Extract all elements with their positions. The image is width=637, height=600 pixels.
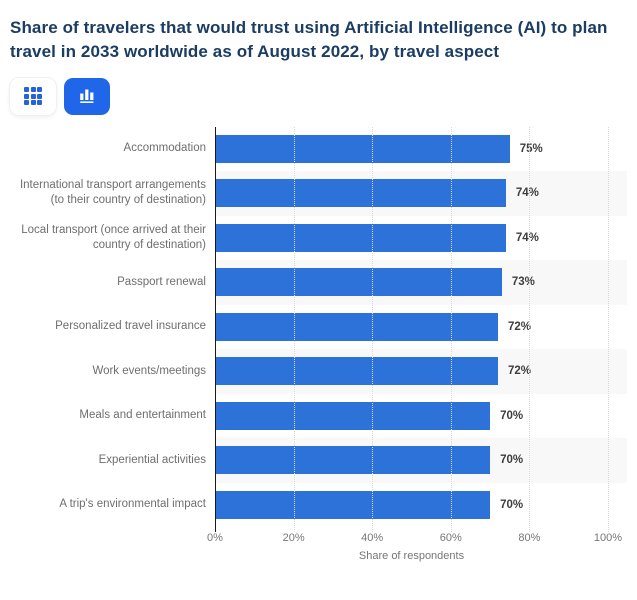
category-label: Work events/meetings bbox=[92, 364, 206, 377]
category-label: Experiential activities bbox=[98, 453, 206, 466]
x-tick-label: 60% bbox=[439, 532, 462, 545]
x-tick-label: 80% bbox=[518, 532, 541, 545]
category-label: Meals and entertainment bbox=[79, 409, 206, 422]
chart-title: Share of travelers that would trust usin… bbox=[10, 18, 608, 61]
bar[interactable] bbox=[215, 446, 491, 475]
row-plot: 73% bbox=[215, 260, 627, 305]
value-label: 75% bbox=[519, 142, 543, 155]
chart-row: Work events/meetings 72% bbox=[10, 349, 627, 394]
value-label: 74% bbox=[515, 187, 539, 200]
bar[interactable] bbox=[215, 357, 498, 386]
value-label: 72% bbox=[507, 365, 531, 378]
grid-icon bbox=[24, 87, 42, 106]
category-label: Local transport (once arrived at their c… bbox=[21, 223, 206, 251]
value-label: 72% bbox=[507, 320, 531, 333]
row-plot: 75% bbox=[215, 127, 627, 172]
bar-chart-icon bbox=[80, 89, 94, 104]
view-toolbar bbox=[10, 77, 637, 115]
x-tick-label: 0% bbox=[207, 532, 223, 545]
row-plot: 70% bbox=[215, 394, 627, 439]
chart-rows: Accommodation 75% International transport … bbox=[10, 126, 627, 533]
row-plot: 70% bbox=[215, 483, 627, 528]
value-label: 70% bbox=[500, 409, 524, 422]
value-label: 70% bbox=[500, 454, 524, 467]
x-axis: 0% 20% 40% 60% 80% 100% bbox=[10, 532, 627, 547]
chart-row: International transport arrangements (to… bbox=[10, 171, 627, 216]
row-plot: 72% bbox=[215, 349, 627, 394]
category-label: Personalized travel insurance bbox=[55, 320, 206, 333]
x-tick-label: 100% bbox=[593, 532, 623, 545]
bar[interactable] bbox=[215, 179, 506, 208]
bar[interactable] bbox=[215, 490, 491, 519]
x-tick-label: 20% bbox=[282, 532, 305, 545]
chart-view-button[interactable] bbox=[64, 77, 110, 115]
chart-row: A trip's environmental impact 70% bbox=[10, 483, 627, 528]
table-view-button[interactable] bbox=[10, 77, 56, 115]
value-label: 74% bbox=[515, 231, 539, 244]
row-plot: 74% bbox=[215, 216, 627, 261]
row-plot: 72% bbox=[215, 305, 627, 350]
category-label: Accommodation bbox=[123, 142, 206, 155]
value-label: 70% bbox=[500, 498, 524, 511]
bar[interactable] bbox=[215, 134, 510, 163]
category-label: International transport arrangements (to… bbox=[19, 179, 206, 207]
category-label: Passport renewal bbox=[117, 275, 206, 288]
chart-row: Accommodation 75% bbox=[10, 127, 627, 172]
bar[interactable] bbox=[215, 268, 502, 297]
value-label: 73% bbox=[511, 276, 535, 289]
chart-row: Meals and entertainment 70% bbox=[10, 394, 627, 439]
x-axis-label: Share of respondents bbox=[358, 550, 465, 563]
chart-row: Personalized travel insurance 72% bbox=[10, 305, 627, 350]
bar[interactable] bbox=[215, 401, 491, 430]
row-plot: 70% bbox=[215, 438, 627, 483]
x-tick-label: 40% bbox=[361, 532, 384, 545]
category-label: A trip's environmental impact bbox=[59, 498, 206, 511]
bar[interactable] bbox=[215, 223, 506, 252]
chart-row: Local transport (once arrived at their c… bbox=[10, 216, 627, 261]
bar[interactable] bbox=[215, 312, 498, 341]
bar-chart: Accommodation 75% International transport … bbox=[10, 126, 627, 563]
chart-row: Experiential activities 70% bbox=[10, 438, 627, 483]
chart-row: Passport renewal 73% bbox=[10, 260, 627, 305]
row-plot: 74% bbox=[215, 171, 627, 216]
